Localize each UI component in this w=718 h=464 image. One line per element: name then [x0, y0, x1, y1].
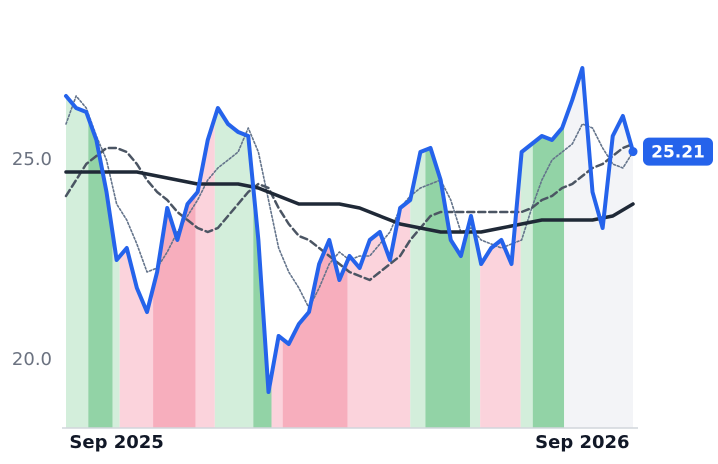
y-tick-label: 25.0 — [12, 149, 52, 170]
value-badge — [643, 137, 713, 166]
value-badge-label: 25.21 — [651, 143, 705, 163]
band — [66, 68, 89, 428]
series-line — [64, 66, 635, 394]
band — [88, 68, 113, 428]
band — [119, 68, 154, 428]
x-tick-label: Sep 2025 — [69, 432, 163, 453]
y-tick-label: 20.0 — [12, 349, 52, 370]
band — [347, 68, 411, 428]
band — [532, 68, 565, 428]
band — [520, 68, 533, 428]
bands — [66, 68, 633, 428]
x-tick-label: Sep 2026 — [535, 432, 629, 453]
series-line — [64, 142, 635, 282]
last-point — [628, 147, 638, 157]
band — [214, 68, 254, 428]
band — [469, 68, 481, 428]
series-line — [64, 170, 635, 234]
